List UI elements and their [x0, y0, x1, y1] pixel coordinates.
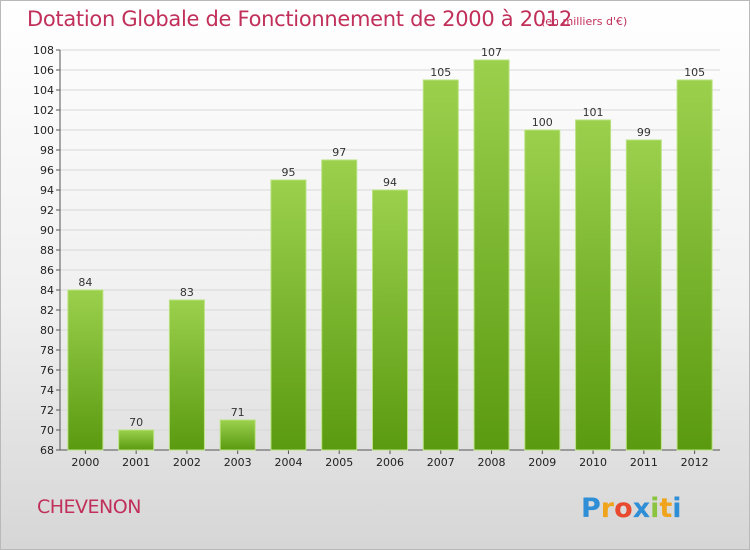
x-tick-label: 2009 — [528, 456, 556, 469]
y-tick-label: 74 — [40, 384, 54, 397]
labels: 84 70 83 71 95 97 94 105 107 100 101 99 105 — [78, 46, 705, 429]
bar — [67, 289, 104, 451]
data-label: 99 — [637, 126, 651, 139]
bar — [118, 429, 155, 451]
data-label: 95 — [281, 166, 295, 179]
bar — [372, 189, 408, 451]
y-tick-label: 94 — [40, 184, 54, 197]
bar — [321, 159, 358, 451]
data-label: 83 — [180, 286, 194, 299]
bar — [219, 419, 256, 451]
y-tick-label: 104 — [33, 84, 54, 97]
commune-name: CHEVENON — [37, 496, 141, 518]
bars — [67, 59, 713, 451]
x-tick-label: 2004 — [274, 456, 302, 469]
y-tick-label: 80 — [40, 324, 54, 337]
y-tick-label: 70 — [40, 424, 54, 437]
bar — [473, 59, 510, 451]
data-label: 94 — [383, 176, 397, 189]
y-tick-label: 92 — [40, 204, 54, 217]
x-tick-label: 2012 — [681, 456, 709, 469]
y-tick-label: 78 — [40, 344, 54, 357]
data-label: 71 — [231, 406, 245, 419]
y-tick-label: 102 — [33, 104, 54, 117]
y-tick-label: 76 — [40, 364, 54, 377]
proxiti-logo: Proxiti — [581, 493, 682, 524]
x-tick-label: 2003 — [224, 456, 252, 469]
x-tick-label: 2008 — [478, 456, 506, 469]
data-label: 101 — [583, 106, 604, 119]
y-tick-label: 86 — [40, 264, 54, 277]
data-label: 107 — [481, 46, 502, 59]
data-label: 100 — [532, 116, 553, 129]
chart-subtitle: (en milliers d'€) — [541, 15, 628, 28]
y-tick-label: 98 — [40, 144, 54, 157]
y-tick-label: 88 — [40, 244, 54, 257]
bar — [168, 299, 205, 451]
y-tick-label: 96 — [40, 164, 54, 177]
bar — [575, 119, 612, 451]
x-tick-label: 2001 — [122, 456, 150, 469]
y-tick-label: 82 — [40, 304, 54, 317]
data-label: 105 — [430, 66, 451, 79]
x-tick-label: 2011 — [630, 456, 658, 469]
bar — [524, 129, 561, 451]
bar — [625, 139, 662, 451]
chart-title: Dotation Globale de Fonctionnement de 20… — [27, 7, 572, 31]
y-tick-label: 72 — [40, 404, 54, 417]
x-tick-label: 2002 — [173, 456, 201, 469]
x-tick-label: 2005 — [325, 456, 353, 469]
bar — [270, 179, 307, 451]
x-tick-label: 2000 — [71, 456, 99, 469]
data-label: 84 — [78, 276, 92, 289]
x-tick-label: 2006 — [376, 456, 404, 469]
svg-text:Proxiti: Proxiti — [581, 493, 682, 524]
x-tick-label: 2010 — [579, 456, 607, 469]
x-tick-label: 2007 — [427, 456, 455, 469]
y-tick-label: 106 — [33, 64, 54, 77]
y-tick-label: 90 — [40, 224, 54, 237]
data-label: 70 — [129, 416, 143, 429]
y-tick-label: 108 — [33, 44, 54, 57]
bar — [422, 79, 459, 451]
data-label: 97 — [332, 146, 346, 159]
bar — [676, 79, 713, 451]
y-tick-label: 68 — [40, 444, 54, 457]
y-tick-label: 84 — [40, 284, 54, 297]
y-tick-label: 100 — [33, 124, 54, 137]
data-label: 105 — [684, 66, 705, 79]
